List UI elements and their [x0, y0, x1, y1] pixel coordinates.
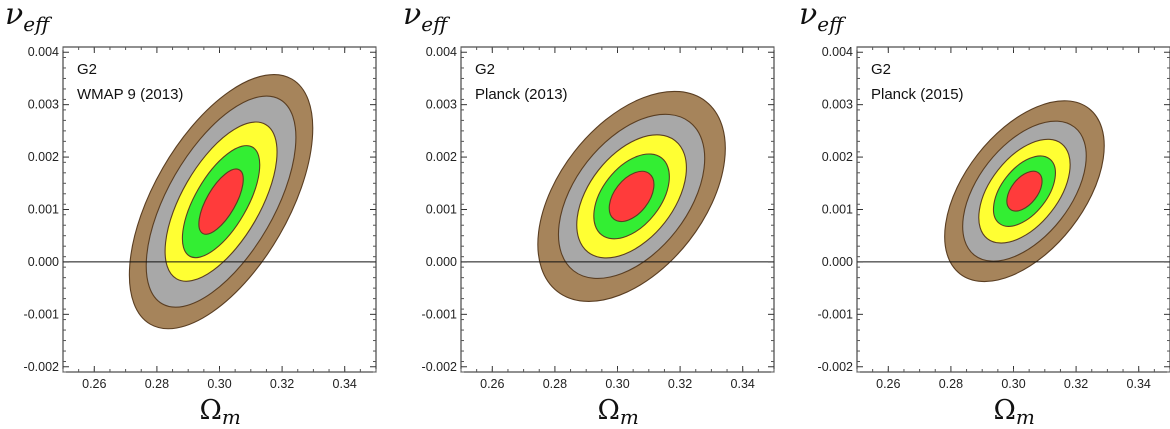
- y-axis-subscript: eff: [421, 12, 451, 36]
- x-tick-label: 0.34: [731, 377, 755, 391]
- model-label: G2: [475, 61, 495, 78]
- y-axis-symbol: ν: [799, 0, 817, 32]
- y-tick-label: 0.000: [822, 255, 853, 269]
- contour-1sigma: [198, 168, 244, 235]
- y-axis-title: νeff: [799, 0, 847, 36]
- y-tick-label: 0.004: [28, 45, 59, 59]
- y-axis-title: νeff: [403, 0, 451, 36]
- x-tick-label: 0.30: [1001, 377, 1025, 391]
- x-tick-label: 0.28: [543, 377, 567, 391]
- x-axis-subscript: m: [1016, 405, 1035, 429]
- y-tick-label: 0.001: [822, 203, 853, 217]
- y-tick-label: 0.002: [28, 150, 59, 164]
- model-label: G2: [77, 61, 97, 78]
- y-tick-label: 0.002: [822, 150, 853, 164]
- contour-1sigma: [1006, 170, 1043, 212]
- y-tick-label: -0.002: [818, 360, 853, 374]
- x-tick-label: 0.26: [876, 377, 900, 391]
- y-axis-title: νeff: [5, 0, 53, 36]
- y-tick-label: -0.001: [818, 307, 853, 321]
- x-tick-label: 0.32: [1064, 377, 1088, 391]
- x-tick-label: 0.26: [480, 377, 504, 391]
- x-tick-label: 0.34: [333, 377, 357, 391]
- x-tick-label: 0.34: [1127, 377, 1151, 391]
- y-tick-label: -0.001: [24, 307, 59, 321]
- y-tick-label: 0.001: [28, 203, 59, 217]
- y-tick-label: 0.001: [426, 203, 457, 217]
- x-axis-symbol: Ω: [994, 395, 1016, 426]
- x-tick-label: 0.32: [270, 377, 294, 391]
- y-axis-subscript: eff: [817, 12, 847, 36]
- y-tick-label: 0.002: [426, 150, 457, 164]
- dataset-label: WMAP 9 (2013): [77, 86, 183, 103]
- x-tick-label: 0.26: [82, 377, 106, 391]
- x-tick-label: 0.30: [605, 377, 629, 391]
- x-tick-label: 0.32: [668, 377, 692, 391]
- y-tick-label: 0.003: [426, 98, 457, 112]
- y-tick-label: 0.000: [28, 255, 59, 269]
- chart-panel-1: 0.004 0.003 0.002 0.001 0.000 -0.001 -0.002 0.2…: [5, 0, 377, 429]
- y-tick-label: 0.003: [28, 98, 59, 112]
- x-axis-subscript: m: [620, 405, 639, 429]
- y-tick-label: 0.004: [822, 45, 853, 59]
- contour-group: [944, 100, 1105, 283]
- y-tick-label: -0.002: [422, 360, 457, 374]
- y-axis-symbol: ν: [5, 0, 23, 32]
- x-axis-title: Ωm: [200, 395, 241, 429]
- chart-panel-2: 0.004 0.003 0.002 0.001 0.000 -0.001 -0.002 0.2…: [403, 0, 775, 429]
- contour-group: [537, 90, 726, 302]
- dataset-label: Planck (2015): [871, 86, 964, 103]
- y-tick-label: -0.001: [422, 307, 457, 321]
- x-axis-title: Ωm: [598, 395, 639, 429]
- model-label: G2: [871, 61, 891, 78]
- x-tick-label: 0.28: [145, 377, 169, 391]
- y-tick-label: 0.000: [426, 255, 457, 269]
- x-tick-label: 0.28: [939, 377, 963, 391]
- x-axis-symbol: Ω: [598, 395, 620, 426]
- dataset-label: Planck (2013): [475, 86, 568, 103]
- x-tick-label: 0.30: [207, 377, 231, 391]
- y-tick-label: 0.004: [426, 45, 457, 59]
- chart-panel-3: 0.004 0.003 0.002 0.001 0.000 -0.001 -0.002 0.2…: [799, 0, 1170, 429]
- y-axis-subscript: eff: [23, 12, 53, 36]
- contour-group: [128, 73, 314, 330]
- y-tick-label: -0.002: [24, 360, 59, 374]
- y-axis-symbol: ν: [403, 0, 421, 32]
- contour-1sigma: [608, 170, 655, 223]
- x-axis-symbol: Ω: [200, 395, 222, 426]
- y-tick-label: 0.003: [822, 98, 853, 112]
- x-axis-title: Ωm: [994, 395, 1035, 429]
- x-axis-subscript: m: [222, 405, 241, 429]
